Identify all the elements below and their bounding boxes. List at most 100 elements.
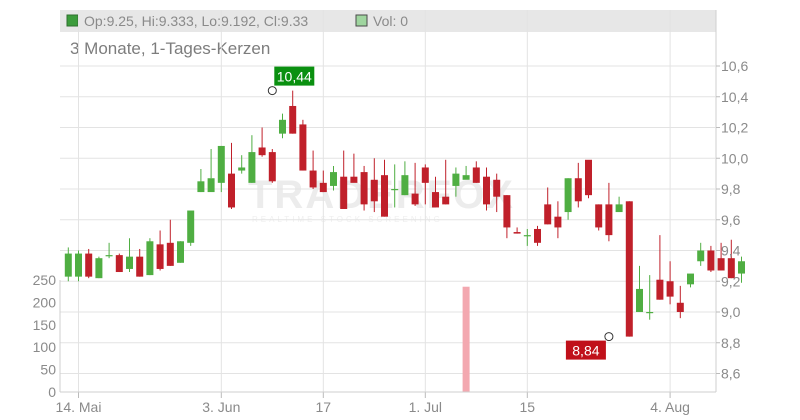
candle <box>727 239 735 279</box>
candle-body <box>554 216 562 228</box>
candle-body <box>442 196 450 205</box>
candle-body <box>595 204 603 228</box>
price-tick-label: 9,8 <box>721 181 741 197</box>
annotation-label: 8,84 <box>572 343 599 359</box>
candle-body <box>228 173 235 208</box>
candle <box>483 167 490 211</box>
candle-body <box>279 119 286 134</box>
candle <box>462 165 470 180</box>
watermark-main-text: TRADERFOX <box>248 173 515 217</box>
candle-body <box>738 261 745 274</box>
candle <box>207 149 215 193</box>
candle-body <box>717 258 725 271</box>
volume-tick-label: 50 <box>40 362 56 378</box>
candle <box>136 248 144 277</box>
legend-vol-text: Vol: 0 <box>373 13 408 29</box>
candle-body <box>289 105 297 134</box>
price-tick-label: 10,2 <box>721 120 748 136</box>
candle-body <box>656 279 664 300</box>
candle-body <box>105 255 113 257</box>
candle-body <box>534 228 541 243</box>
legend-vol-swatch <box>355 14 368 27</box>
price-tick-label: 9,0 <box>721 304 741 320</box>
candle <box>493 173 501 213</box>
volume-tick-label: 100 <box>33 339 57 355</box>
candle-body <box>472 167 480 183</box>
candle-body <box>319 182 327 193</box>
candle-body <box>217 145 225 183</box>
candle <box>717 242 725 271</box>
time-tick-label: 15 <box>520 399 536 415</box>
time-tick-label: 17 <box>316 399 332 415</box>
candle-body <box>370 179 378 202</box>
candle <box>452 167 460 197</box>
candle-body <box>360 172 368 205</box>
time-tick-label: 4. Aug <box>650 399 690 415</box>
candle-body <box>636 288 643 312</box>
volume-bar <box>462 286 470 392</box>
candle <box>105 242 113 259</box>
candle <box>738 256 745 283</box>
candle-body <box>75 253 82 277</box>
chart-subtitle: 3 Monate, 1-Tages-Kerzen <box>70 39 270 58</box>
candle <box>697 242 705 266</box>
volume-tick-label: 150 <box>33 317 57 333</box>
candle-body <box>197 181 205 193</box>
candle-body <box>585 159 592 196</box>
candle-body <box>707 250 715 271</box>
candle <box>646 275 654 320</box>
candle-body <box>646 312 654 314</box>
candle-body <box>523 235 531 237</box>
candle <box>401 161 409 196</box>
candle-body <box>85 253 93 277</box>
candle-body <box>411 193 419 205</box>
candle-body <box>727 258 735 279</box>
candle-body <box>238 167 246 171</box>
candle-body <box>544 204 552 225</box>
candle <box>64 247 72 282</box>
candle <box>381 159 388 217</box>
candle-body <box>258 147 266 156</box>
candle <box>687 273 694 288</box>
price-tick-label: 8,8 <box>721 335 741 351</box>
candle <box>146 238 154 276</box>
candle <box>554 201 562 239</box>
candle <box>442 159 450 205</box>
candle <box>299 119 307 171</box>
candles <box>64 90 745 337</box>
candle <box>513 227 521 234</box>
candle <box>156 230 164 271</box>
candle <box>268 149 276 183</box>
candle-body <box>330 172 337 186</box>
candle <box>625 201 633 337</box>
annotation-marker <box>604 332 614 342</box>
candle <box>350 153 358 183</box>
min-price-annotation: 8,84 <box>565 332 614 360</box>
time-tick-label: 3. Jun <box>202 399 240 415</box>
price-tick-label: 8,6 <box>721 366 741 382</box>
candle-body <box>350 176 358 183</box>
candle-body <box>156 244 164 269</box>
candle-body <box>177 241 184 263</box>
candle-body <box>340 176 348 209</box>
candle-body <box>126 256 133 269</box>
candle <box>289 90 297 134</box>
candle <box>95 256 103 279</box>
legend-ohlc-text: Op:9.25, Hi:9.333, Lo:9.192, Cl:9.33 <box>84 13 308 29</box>
candle-body <box>401 175 409 196</box>
candle <box>421 164 429 205</box>
price-tick-label: 10,4 <box>721 89 748 105</box>
volume-tick-label: 200 <box>33 294 57 310</box>
candle <box>258 127 266 157</box>
candle <box>544 187 552 225</box>
candle-body <box>421 167 429 183</box>
candle-body <box>574 178 582 202</box>
candle-body <box>462 175 470 180</box>
candle-body <box>625 201 633 337</box>
candle-body <box>676 302 684 312</box>
candle-body <box>146 241 154 276</box>
candle <box>707 245 715 273</box>
candle-body <box>605 204 613 236</box>
candle <box>319 170 327 193</box>
candle-body <box>381 175 388 217</box>
